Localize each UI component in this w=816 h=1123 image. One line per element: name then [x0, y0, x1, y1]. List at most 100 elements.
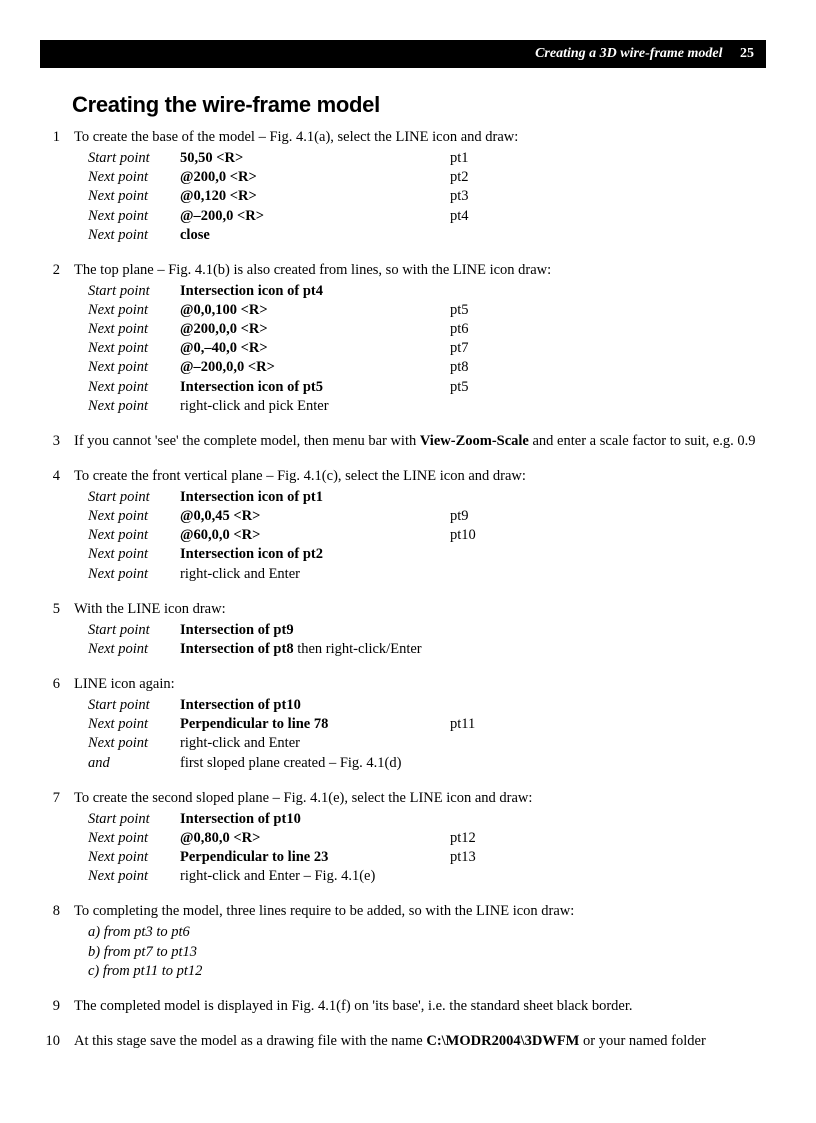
page-number: 25: [740, 46, 754, 61]
step-body: The top plane – Fig. 4.1(b) is also crea…: [74, 261, 766, 416]
point-row: Next pointIntersection icon of pt2: [88, 545, 766, 564]
point-ref: pt9: [450, 507, 510, 526]
step-number: 10: [40, 1032, 66, 1051]
point-label: Next point: [88, 378, 174, 397]
point-ref: pt6: [450, 320, 510, 339]
point-label: and: [88, 754, 174, 773]
point-label: Start point: [88, 149, 174, 168]
sub-line: a) from pt3 to pt6: [88, 923, 766, 942]
point-row: Next pointright-click and Enter: [88, 565, 766, 584]
point-row: Next point Intersection icon of pt5 pt5: [88, 378, 766, 397]
point-label: Next point: [88, 829, 174, 848]
point-row: Next point right-click and pick Enter: [88, 397, 766, 416]
point-label: Next point: [88, 867, 174, 886]
point-row: Next point right-click and Enter: [88, 734, 766, 753]
step-intro: LINE icon again:: [74, 675, 766, 694]
point-value: Intersection of pt10: [180, 810, 444, 829]
step-number: 8: [40, 902, 66, 981]
point-ref: pt8: [450, 358, 510, 377]
point-value: Perpendicular to line 23: [180, 848, 444, 867]
sub-lines: a) from pt3 to pt6b) from pt7 to pt13c) …: [88, 923, 766, 980]
point-ref: pt3: [450, 187, 510, 206]
point-value: @60,0,0 <R>: [180, 526, 444, 545]
point-label: Start point: [88, 696, 174, 715]
sub-line: c) from pt11 to pt12: [88, 962, 766, 981]
point-label: Next point: [88, 715, 174, 734]
point-ref: [450, 397, 510, 416]
point-label: Next point: [88, 339, 174, 358]
point-ref: pt5: [450, 378, 510, 397]
step-intro: If you cannot 'see' the complete model, …: [74, 432, 766, 451]
point-ref: pt13: [450, 848, 510, 867]
point-ref: pt4: [450, 207, 510, 226]
point-value: Intersection icon of pt5: [180, 378, 444, 397]
step-body: To completing the model, three lines req…: [74, 902, 766, 981]
point-row: Next point@–200,0 <R>pt4: [88, 207, 766, 226]
point-row: Next pointclose: [88, 226, 766, 245]
point-row: Start point50,50 <R>pt1: [88, 149, 766, 168]
step-intro: To create the front vertical plane – Fig…: [74, 467, 766, 486]
point-row: Next point@0,0,100 <R>pt5: [88, 301, 766, 320]
section-title: Creating the wire-frame model: [72, 92, 766, 118]
point-row: andfirst sloped plane created – Fig. 4.1…: [88, 754, 766, 773]
point-label: Next point: [88, 207, 174, 226]
point-row: Start pointIntersection of pt10: [88, 810, 766, 829]
step: 9The completed model is displayed in Fig…: [40, 997, 766, 1016]
point-value: right-click and pick Enter: [180, 397, 444, 416]
points-table: Start point Intersection of pt10 Next poin…: [88, 696, 766, 773]
point-ref: [450, 565, 510, 584]
step-body: To create the second sloped plane – Fig.…: [74, 789, 766, 887]
step-body: To create the base of the model – Fig. 4…: [74, 128, 766, 245]
point-label: Next point: [88, 397, 174, 416]
step-body: With the LINE icon draw:Start pointInter…: [74, 600, 766, 659]
step-number: 9: [40, 997, 66, 1016]
point-row: Start pointIntersection icon of pt1: [88, 488, 766, 507]
step-body: If you cannot 'see' the complete model, …: [74, 432, 766, 451]
step: 5With the LINE icon draw:Start pointInte…: [40, 600, 766, 659]
point-ref: pt11: [450, 715, 510, 734]
page: Creating a 3D wire-frame model 25 Creati…: [0, 0, 816, 1123]
point-value: Intersection of pt10: [180, 696, 444, 715]
point-value: @0,80,0 <R>: [180, 829, 444, 848]
point-value: @0,120 <R>: [180, 187, 444, 206]
step-intro: To create the second sloped plane – Fig.…: [74, 789, 766, 808]
point-ref: pt5: [450, 301, 510, 320]
point-row: Start pointIntersection icon of pt4: [88, 282, 766, 301]
step-number: 6: [40, 675, 66, 773]
point-row: Next pointIntersection of pt8 then right…: [88, 640, 766, 659]
point-value: Intersection of pt9: [180, 621, 444, 640]
step: 10 At this stage save the model as a draw…: [40, 1032, 766, 1051]
points-table: Start pointIntersection icon of pt4Next …: [88, 282, 766, 416]
step: 2The top plane – Fig. 4.1(b) is also cre…: [40, 261, 766, 416]
point-row: Start point Intersection of pt10: [88, 696, 766, 715]
steps-list: 1To create the base of the model – Fig. …: [40, 128, 766, 1051]
points-table: Start pointIntersection of pt10Next poin…: [88, 810, 766, 887]
point-label: Next point: [88, 734, 174, 753]
point-value: right-click and Enter – Fig. 4.1(e): [180, 867, 444, 886]
point-ref: [450, 734, 510, 753]
point-row: Next point@–200,0,0 <R>pt8: [88, 358, 766, 377]
point-row: Next point@200,0,0 <R>pt6: [88, 320, 766, 339]
point-label: Next point: [88, 226, 174, 245]
point-row: Start point Intersection of pt9: [88, 621, 766, 640]
step: 6 LINE icon again: Start point Intersection…: [40, 675, 766, 773]
step-number: 2: [40, 261, 66, 416]
point-value: Intersection of pt8 then right-click/Ent…: [180, 640, 444, 659]
point-label: Start point: [88, 621, 174, 640]
point-value: right-click and Enter: [180, 734, 444, 753]
point-ref: [450, 282, 510, 301]
point-ref: pt2: [450, 168, 510, 187]
header-title: Creating a 3D wire-frame model: [535, 46, 722, 61]
step: 3If you cannot 'see' the complete model,…: [40, 432, 766, 451]
point-label: Start point: [88, 282, 174, 301]
point-label: Next point: [88, 187, 174, 206]
point-value: @–200,0,0 <R>: [180, 358, 444, 377]
point-ref: [450, 545, 510, 564]
point-label: Start point: [88, 488, 174, 507]
step: 1To create the base of the model – Fig. …: [40, 128, 766, 245]
point-value: Perpendicular to line 78: [180, 715, 444, 734]
point-label: Next point: [88, 526, 174, 545]
point-row: Next point@0,–40,0 <R>pt7: [88, 339, 766, 358]
point-row: Next point@0,80,0 <R>pt12: [88, 829, 766, 848]
step-body: At this stage save the model as a drawin…: [74, 1032, 766, 1051]
